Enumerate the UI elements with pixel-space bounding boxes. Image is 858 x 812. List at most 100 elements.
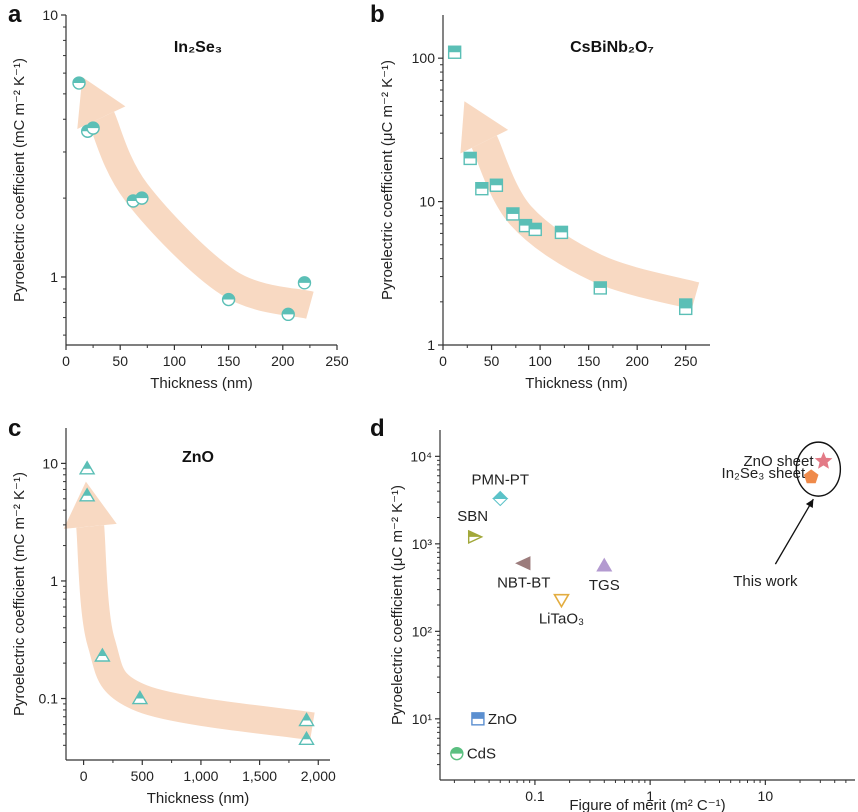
data-point <box>506 207 520 221</box>
this-work-arrow <box>774 498 814 565</box>
x-axis-title: Thickness (nm) <box>150 375 253 392</box>
data-point-fill <box>529 223 542 230</box>
data-point-fill <box>468 530 482 537</box>
y-tick-label: 10 <box>419 194 435 210</box>
panel-letter: b <box>370 1 385 28</box>
data-point <box>94 647 111 662</box>
x-tick-label: 200 <box>626 353 650 369</box>
data-point-fill <box>302 732 311 740</box>
data-point-half <box>492 497 509 507</box>
x-tick-label: 250 <box>325 353 349 369</box>
chart-panel-a: 0 50 100 150 200 250 1 10 Thickness (nm) Pyroelec… <box>8 1 349 392</box>
panel-letter: d <box>370 415 385 442</box>
data-point <box>475 181 489 196</box>
y-tick-label: 1 <box>427 337 435 353</box>
data-point-fill <box>471 712 484 719</box>
data-point <box>78 487 96 502</box>
x-tick-label: 1,000 <box>183 768 218 784</box>
data-point-fill <box>519 219 532 226</box>
chart-title: ZnO <box>182 449 214 466</box>
this-work-circle <box>795 441 842 497</box>
y-axis-title: Pyroelectric coefficient (mC m⁻² K⁻¹) <box>11 58 28 302</box>
x-tick-label: 10 <box>758 788 774 804</box>
chart-title: In₂Se₃ <box>174 39 222 56</box>
data-point-shape <box>803 469 819 484</box>
x-tick-label: 0 <box>439 353 447 369</box>
x-tick-label: 0.1 <box>525 788 545 804</box>
data-label: In₂Se₃ sheet <box>722 465 806 482</box>
chart-title: CsBiNb₂O₇ <box>570 39 654 56</box>
data-point <box>814 451 833 469</box>
data-point <box>518 218 533 233</box>
trend-arrow-band <box>88 111 314 319</box>
data-point-fill <box>73 77 86 84</box>
y-tick-label: 10 <box>42 7 58 23</box>
data-point <box>515 556 531 571</box>
data-point-fill <box>222 293 235 300</box>
x-tick-label: 150 <box>577 353 601 369</box>
y-tick-label: 0.1 <box>39 691 59 707</box>
data-point-fill <box>83 461 92 469</box>
data-point <box>86 121 100 135</box>
data-point-fill <box>490 179 503 186</box>
data-point-shape <box>515 556 531 571</box>
data-point-shape <box>596 557 613 572</box>
data-point <box>281 307 295 322</box>
y-tick-label: 10² <box>412 623 433 639</box>
data-point-fill <box>282 308 295 315</box>
chart-panel-c: 0 500 1,000 1,500 2,000 0.1 1 10 Thickness (nm) P… <box>8 415 336 807</box>
y-tick-label: 10 <box>42 455 58 471</box>
data-label: PMN-PT <box>471 471 529 488</box>
x-tick-label: 1 <box>646 788 654 804</box>
trend-arrow-head <box>77 77 126 129</box>
y-tick-label: 10⁴ <box>410 448 432 464</box>
data-point <box>298 730 315 745</box>
y-tick-label: 1 <box>50 573 58 589</box>
data-point <box>593 281 607 295</box>
trend-arrow-band <box>76 525 315 741</box>
x-tick-label: 200 <box>271 353 295 369</box>
y-axis-title: Pyroelectric coefficient (μC m⁻² K⁻¹) <box>389 485 406 725</box>
data-point-shape <box>553 593 570 609</box>
trend-arrow-band <box>471 135 700 310</box>
x-tick-label: 100 <box>163 353 187 369</box>
y-tick-label: 10¹ <box>412 711 433 727</box>
data-label: CdS <box>467 746 496 763</box>
data-point-fill <box>135 192 148 199</box>
data-point <box>489 178 504 192</box>
data-point <box>298 712 315 727</box>
x-tick-label: 0 <box>62 353 70 369</box>
data-point <box>553 593 570 609</box>
data-point <box>471 712 485 726</box>
data-point-fill <box>679 302 692 309</box>
data-point-fill <box>464 152 477 159</box>
y-tick-label: 10³ <box>412 536 433 552</box>
x-tick-label: 2,000 <box>301 768 336 784</box>
x-axis-title: Thickness (nm) <box>147 790 250 807</box>
data-point <box>72 76 86 90</box>
data-point-fill <box>87 122 100 129</box>
data-point-fill <box>83 488 92 496</box>
this-work-arrowhead <box>805 499 814 509</box>
x-tick-label: 50 <box>112 353 128 369</box>
x-tick-label: 250 <box>674 353 698 369</box>
data-point <box>463 151 477 166</box>
data-point <box>554 225 569 240</box>
panel-letter: c <box>8 415 21 442</box>
data-point-fill <box>555 226 568 233</box>
data-point-fill <box>98 648 107 656</box>
data-point <box>221 292 236 307</box>
data-point-fill <box>506 207 519 214</box>
data-label: NBT-BT <box>497 574 550 591</box>
x-axis-title: Thickness (nm) <box>525 375 628 392</box>
data-point <box>135 191 149 205</box>
data-point-fill <box>450 747 463 754</box>
chart-panel-b: 0 50 100 150 200 250 1 10 100 Thickness (nm) Pyroe… <box>370 1 710 392</box>
y-tick-label: 1 <box>50 269 58 285</box>
data-point <box>528 222 542 237</box>
data-point <box>131 690 149 705</box>
this-work-label: This work <box>733 573 798 590</box>
data-point <box>492 490 509 507</box>
data-point <box>447 45 462 59</box>
